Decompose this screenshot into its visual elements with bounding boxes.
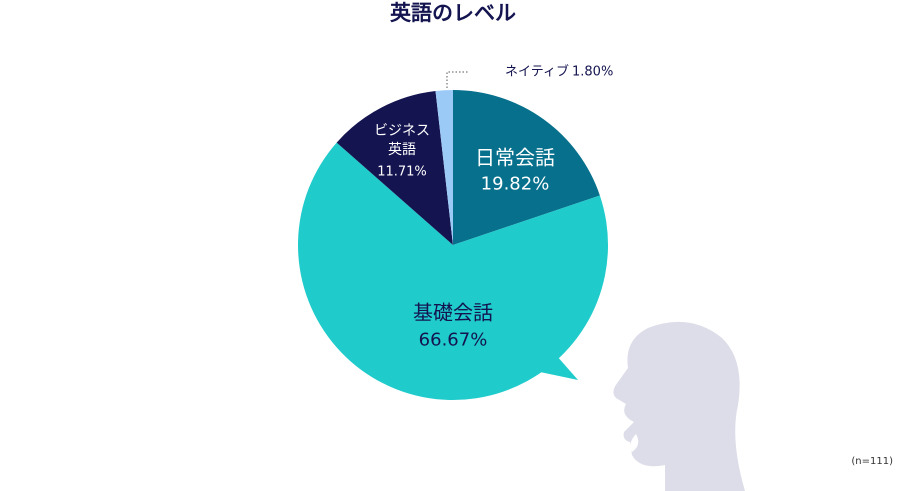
pie-slice xyxy=(336,90,453,245)
value-label: 1.80% xyxy=(572,64,614,80)
mouth xyxy=(630,434,639,452)
head-silhouette xyxy=(613,321,745,491)
slice-label: 基礎会話 xyxy=(413,300,493,325)
chart-title: 英語のレベル xyxy=(390,1,516,25)
leader-line xyxy=(446,71,468,88)
slice-label: 日常会話 xyxy=(475,145,555,170)
value-label: 19.82% xyxy=(480,173,550,195)
pie-slice xyxy=(435,90,453,245)
pie-slice xyxy=(453,90,600,245)
bubble-tail xyxy=(540,355,578,380)
sample-note: (n=111) xyxy=(851,456,893,467)
value-label: 11.71% xyxy=(377,164,427,180)
slice-label: ネイティブ xyxy=(505,64,569,80)
slice-label: ビジネス英語 xyxy=(374,123,430,158)
pie-slice xyxy=(297,142,608,400)
value-label: 66.67% xyxy=(418,329,488,351)
